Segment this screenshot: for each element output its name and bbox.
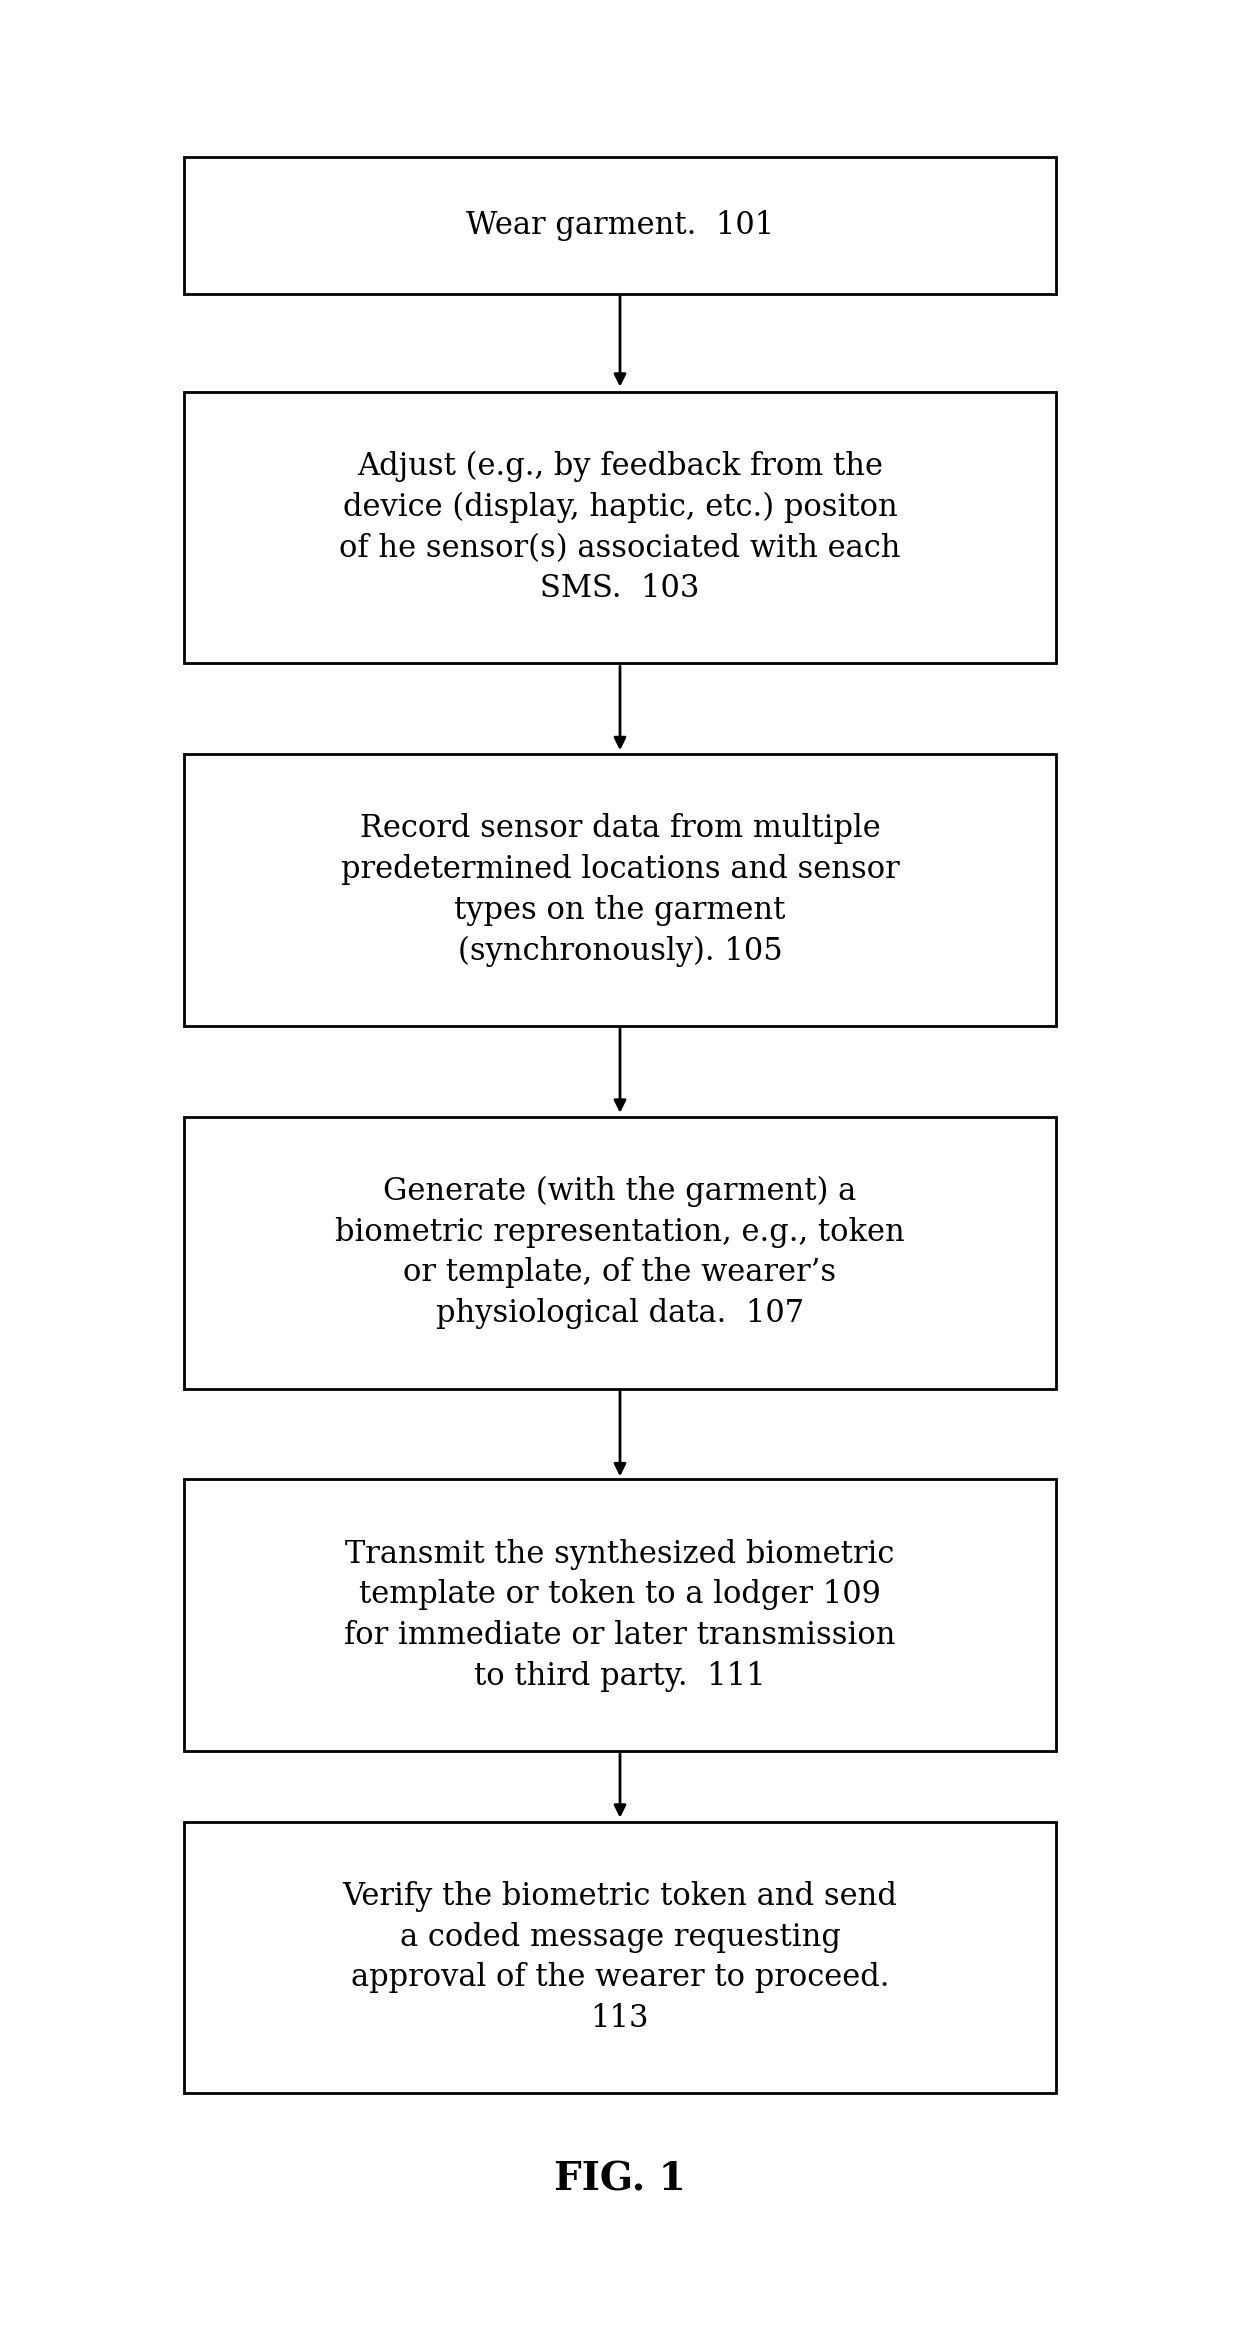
FancyBboxPatch shape	[184, 1116, 1056, 1388]
Text: Wear garment.  101: Wear garment. 101	[466, 211, 774, 241]
Text: FIG. 1: FIG. 1	[554, 2161, 686, 2199]
Text: Transmit the synthesized biometric
template or token to a lodger 109
for immedia: Transmit the synthesized biometric templ…	[345, 1538, 895, 1692]
Text: Record sensor data from multiple
predetermined locations and sensor
types on the: Record sensor data from multiple predete…	[341, 813, 899, 966]
Text: Generate (with the garment) a
biometric representation, e.g., token
or template,: Generate (with the garment) a biometric …	[335, 1177, 905, 1329]
FancyBboxPatch shape	[184, 755, 1056, 1027]
Text: Adjust (e.g., by feedback from the
device (display, haptic, etc.) positon
of he : Adjust (e.g., by feedback from the devic…	[340, 450, 900, 605]
FancyBboxPatch shape	[184, 157, 1056, 293]
Text: Verify the biometric token and send
a coded message requesting
approval of the w: Verify the biometric token and send a co…	[342, 1882, 898, 2035]
FancyBboxPatch shape	[184, 391, 1056, 663]
FancyBboxPatch shape	[184, 1479, 1056, 1751]
FancyBboxPatch shape	[184, 1821, 1056, 2093]
